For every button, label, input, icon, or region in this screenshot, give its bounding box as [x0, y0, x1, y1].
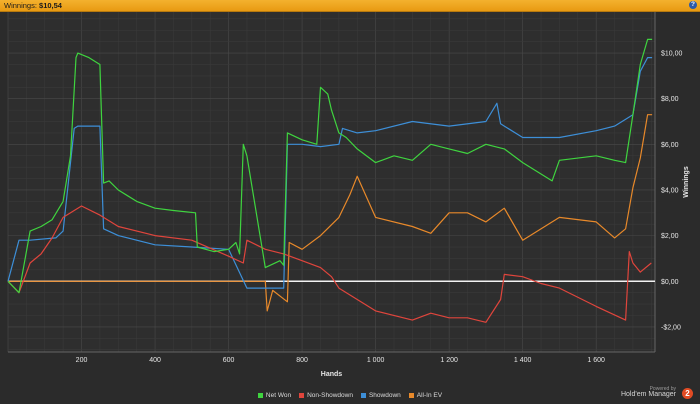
winnings-amount: $10,54	[39, 1, 62, 10]
help-icon[interactable]: ?	[689, 1, 697, 9]
powered-by: Powered by Hold'em Manager	[620, 386, 676, 398]
y-axis-title: Winnings	[683, 166, 690, 198]
legend-swatch	[360, 393, 366, 398]
plot-area	[8, 12, 655, 352]
legend-label: Non-Showdown	[307, 392, 353, 399]
y-tick-label: $4,00	[661, 187, 679, 194]
title-bar: Winnings: $10,54 ?	[0, 0, 700, 12]
y-tick-label: $2,00	[661, 233, 679, 240]
y-tick-label: $0,00	[661, 279, 679, 286]
legend-label: Net Won	[265, 392, 292, 399]
x-tick-label: 200	[76, 357, 88, 364]
x-tick-label: 1 200	[440, 357, 458, 364]
legend-item[interactable]: All-In EV	[408, 392, 443, 399]
legend-item[interactable]: Net Won	[257, 392, 292, 399]
product-name: Hold'em Manager	[620, 391, 676, 398]
legend-item[interactable]: Showdown	[360, 392, 401, 399]
y-tick-label: $10,00	[661, 51, 683, 58]
series-line-all-in-ev	[8, 114, 653, 312]
series-line-showdown	[7, 57, 653, 289]
legend-item[interactable]: Non-Showdown	[299, 392, 353, 399]
x-tick-label: 1 400	[514, 357, 532, 364]
legend-label: All-In EV	[416, 392, 443, 399]
legend-label: Showdown	[368, 392, 401, 399]
y-tick-label: -$2,00	[661, 324, 681, 331]
y-tick-label: $8,00	[661, 96, 679, 103]
x-tick-label: 400	[149, 357, 161, 364]
winnings-graph: 200 400 600 800 1 000 1 200 1 400 1 600 -$2,00 $0…	[7, 12, 690, 378]
legend-swatch	[257, 393, 263, 398]
x-tick-label: 1 000	[367, 357, 385, 364]
x-tick-label: 1 600	[587, 357, 605, 364]
series-line-net-won	[7, 38, 653, 294]
legend-swatch	[408, 393, 414, 398]
hm2-logo-icon: 2	[682, 388, 693, 399]
x-tick-label: 800	[296, 357, 308, 364]
legend-swatch	[299, 393, 305, 398]
winnings-title: Winnings: $10,54	[4, 1, 62, 10]
x-axis-title: Hands	[321, 371, 343, 378]
x-tick-label: 600	[223, 357, 235, 364]
series-line-non-showdown	[7, 205, 652, 323]
chart-legend: Net Won Non-Showdown Showdown All-In EV	[0, 392, 700, 400]
y-tick-label: $6,00	[661, 142, 679, 149]
